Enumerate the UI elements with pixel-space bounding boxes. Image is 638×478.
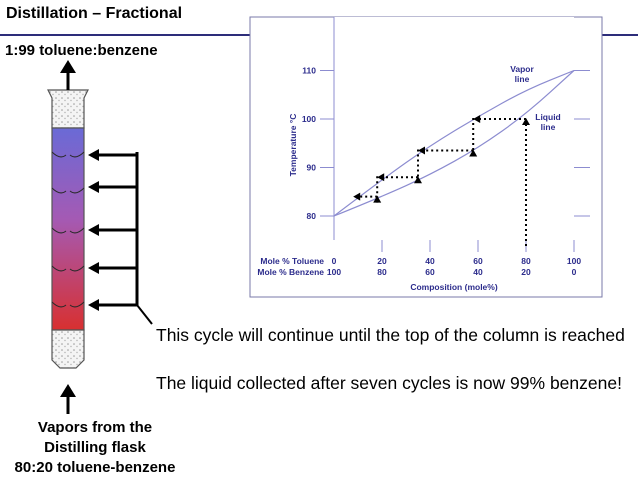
x-tick-label-toluene: 80 [521,256,531,266]
step-arrowhead [414,176,422,184]
step-arrowhead [377,173,385,182]
caption-result: The liquid collected after seven cycles … [156,373,622,393]
slide-title: Distillation – Fractional [6,5,183,22]
step-arrowhead [469,149,478,157]
distillation-steps [353,115,530,246]
x-tick-label-toluene: 0 [332,256,337,266]
y-ticks: 80 90 100 110 [302,66,334,221]
x-tick-label-toluene: 20 [377,256,387,266]
step-arrowhead [473,115,481,123]
y-tick-label: 100 [302,114,316,124]
bottom-label-line: 80:20 toluene-benzene [14,459,176,476]
column-plates [51,151,85,308]
x-tick-label-benzene: 60 [425,267,435,277]
step-arrowhead [373,195,382,203]
x-tick-label-toluene: 60 [473,256,483,266]
bottom-label-line: Vapors from the [37,419,153,436]
column-top-packing [47,89,89,129]
caption-cycle: This cycle will continue until the top o… [156,325,625,345]
phase-diagram-frame [249,16,603,298]
reflux-arrows [99,152,153,325]
x-tick-label-benzene: 20 [521,267,531,277]
bottom-label-line: Distilling flask [44,439,146,456]
vapor-line-label-2: line [515,74,530,84]
x-tick-label-toluene: 100 [567,256,581,266]
x-tick-label-benzene: 0 [572,267,577,277]
x-axis-label: Composition (mole%) [410,282,498,292]
reflux-arrowheads [88,149,99,311]
right-ticks [574,70,590,217]
step-arrowhead [522,118,530,125]
fractionating-column [47,89,89,369]
bottom-source-label: Vapors from the Distilling flask 80:20 t… [0,418,190,478]
step-arrowhead [353,192,361,201]
column-bottom-packing [51,329,85,369]
x-row-label-toluene: Mole % Toluene [260,256,324,266]
liquid-line [333,70,575,217]
vapor-exit-arrow [60,60,76,90]
x-tick-label-benzene: 40 [473,267,483,277]
step-arrowhead [418,146,425,155]
plot-top [334,17,574,18]
x-tick-label-benzene: 100 [327,267,341,277]
column-liquid-gradient [51,127,85,331]
vapor-line-label-1: Vapor [510,64,534,74]
vapor-inlet-arrow [60,384,76,414]
x-tick-label-toluene: 40 [425,256,435,266]
x-row-label-benzene: Mole % Benzene [257,267,324,277]
liquid-line-label-2: line [541,122,556,132]
x-tick-label-benzene: 80 [377,267,387,277]
y-tick-label: 110 [302,66,316,76]
liquid-line-label-1: Liquid [535,112,561,122]
y-tick-label: 80 [307,211,317,221]
top-composition-label: 1:99 toluene:benzene [5,42,158,59]
y-axis-label: Temperature °C [288,114,298,177]
y-tick-label: 90 [307,163,317,173]
